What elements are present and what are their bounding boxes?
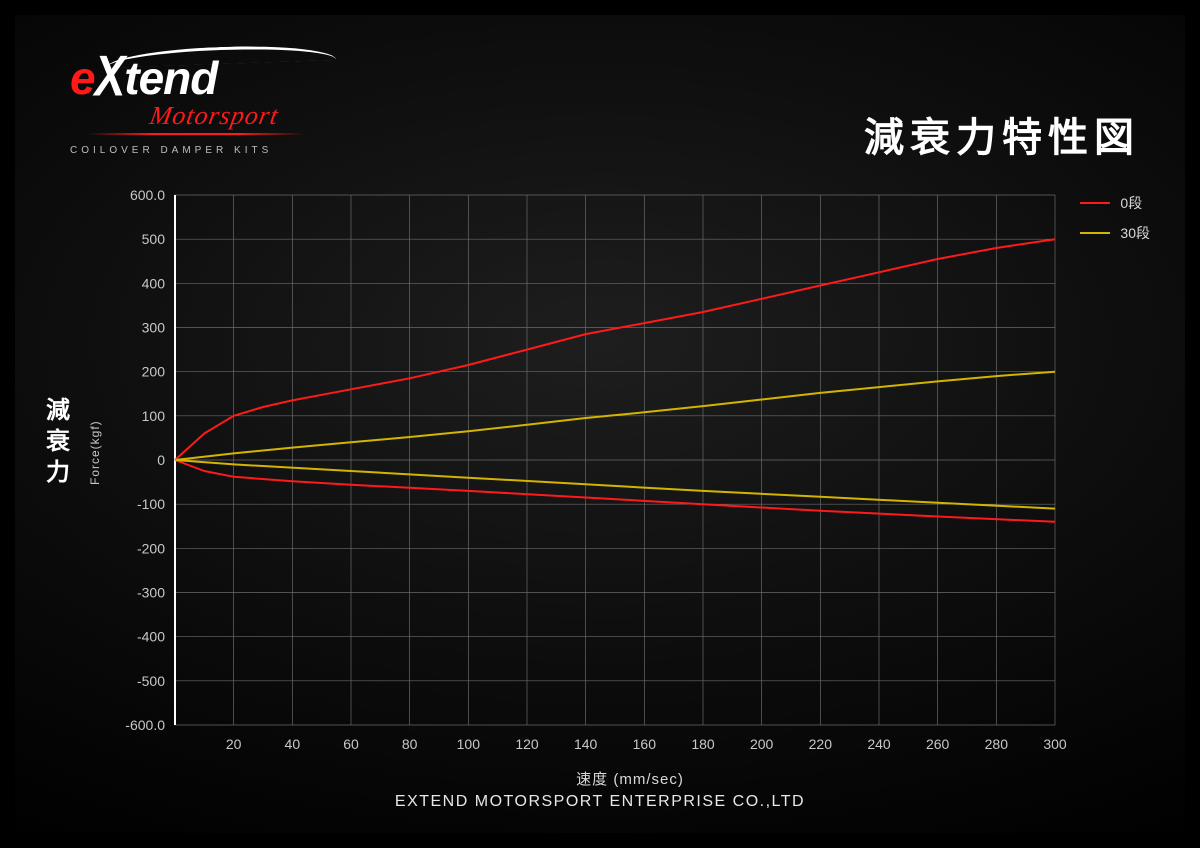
page: eXtend Motorsport COILOVER DAMPER KITS 減… (0, 0, 1200, 848)
y-title-char: 減 (45, 395, 71, 426)
legend-label: 0段 (1120, 193, 1142, 213)
legend-label: 30段 (1120, 223, 1150, 243)
svg-text:280: 280 (985, 736, 1009, 752)
legend-item: 0段 (1080, 193, 1150, 213)
svg-text:100: 100 (142, 408, 166, 424)
legend-item: 30段 (1080, 223, 1150, 243)
chart-container: 0段30段 Force(kgf) 速度 (mm/sec) 20406080100… (105, 185, 1155, 785)
svg-text:300: 300 (142, 320, 166, 336)
svg-text:-500: -500 (137, 673, 165, 689)
svg-text:-100: -100 (137, 496, 165, 512)
brand-x: X (95, 47, 125, 105)
brand-subtitle: Motorsport (147, 101, 281, 131)
svg-text:60: 60 (343, 736, 359, 752)
svg-text:400: 400 (142, 275, 166, 291)
page-title: 減衰力特性図 (864, 105, 1140, 163)
brand-logo: eXtend Motorsport COILOVER DAMPER KITS (70, 55, 350, 145)
svg-text:500: 500 (142, 231, 166, 247)
svg-text:-400: -400 (137, 629, 165, 645)
svg-text:20: 20 (226, 736, 242, 752)
chart-legend: 0段 30段 (1080, 193, 1150, 253)
brand-rest: tend (124, 52, 217, 104)
svg-text:40: 40 (285, 736, 301, 752)
svg-text:-300: -300 (137, 585, 165, 601)
svg-text:200: 200 (750, 736, 774, 752)
brand-tagline: COILOVER DAMPER KITS (70, 145, 272, 156)
svg-text:180: 180 (691, 736, 715, 752)
x-axis-label: 速度 (mm/sec) (576, 768, 684, 789)
svg-text:0: 0 (157, 452, 165, 468)
company-name: EXTEND MOTORSPORT ENTERPRISE CO.,LTD (15, 793, 1185, 811)
svg-text:160: 160 (633, 736, 657, 752)
brand-e: e (70, 52, 95, 104)
damping-chart: 20 40 60 80 100 120 140 160 180 200 220 240 260 280 30… (105, 185, 1155, 785)
brand-wordmark: eXtend (70, 55, 350, 101)
legend-swatch (1080, 202, 1110, 204)
svg-text:220: 220 (809, 736, 833, 752)
svg-text:140: 140 (574, 736, 598, 752)
y-axis-title-jp: 減 衰 力 (45, 395, 71, 489)
y-title-char: 衰 (45, 426, 71, 457)
y-axis-label: Force(kgf) (88, 420, 102, 485)
svg-text:100: 100 (457, 736, 481, 752)
y-title-char: 力 (45, 457, 71, 488)
svg-text:-200: -200 (137, 540, 165, 556)
svg-text:240: 240 (867, 736, 891, 752)
svg-text:-600.0: -600.0 (125, 717, 165, 733)
svg-text:300: 300 (1043, 736, 1067, 752)
svg-text:120: 120 (515, 736, 539, 752)
panel: eXtend Motorsport COILOVER DAMPER KITS 減… (15, 15, 1185, 833)
svg-text:600.0: 600.0 (130, 187, 165, 203)
legend-swatch (1080, 232, 1110, 234)
svg-text:260: 260 (926, 736, 950, 752)
svg-text:80: 80 (402, 736, 418, 752)
svg-text:200: 200 (142, 364, 166, 380)
